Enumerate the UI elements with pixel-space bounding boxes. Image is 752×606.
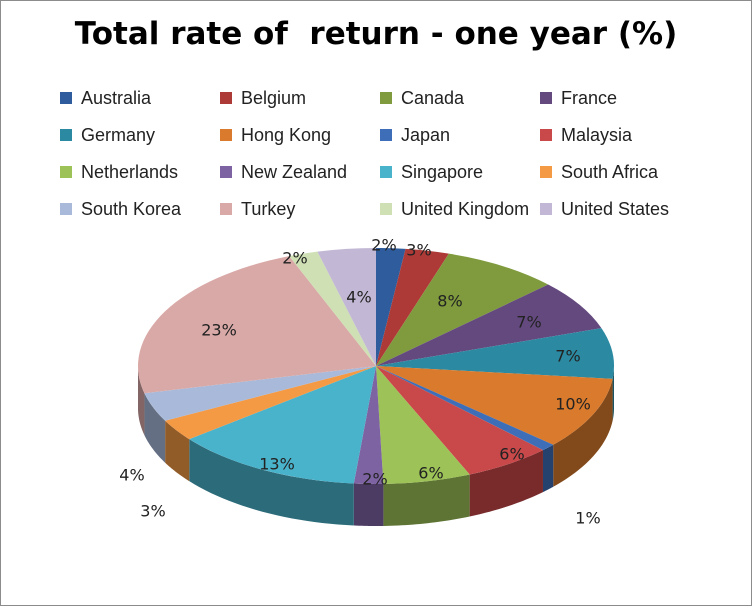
pie-slice-australia bbox=[376, 248, 406, 366]
pie-slice-japan bbox=[376, 366, 554, 451]
legend-swatch bbox=[540, 129, 552, 141]
data-label-hong-kong: 10% bbox=[555, 395, 591, 414]
legend-label: South Africa bbox=[561, 161, 659, 182]
data-label-south-korea: 4% bbox=[119, 466, 144, 485]
legend-label: New Zealand bbox=[241, 161, 348, 182]
legend-label: Malaysia bbox=[561, 124, 633, 145]
legend-label: Canada bbox=[401, 87, 465, 108]
pie-slice-south-korea bbox=[144, 366, 376, 421]
legend-item-new-zealand: New Zealand bbox=[220, 158, 380, 186]
pie-side-new-zealand bbox=[353, 483, 384, 526]
legend-item-france: France bbox=[540, 84, 710, 112]
pie-slice-france bbox=[376, 284, 602, 366]
pie-slice-singapore bbox=[189, 366, 376, 484]
data-label-malaysia: 6% bbox=[499, 445, 524, 464]
legend-item-united-states: United States bbox=[540, 195, 710, 223]
legend-item-malaysia: Malaysia bbox=[540, 121, 710, 149]
data-label-canada: 8% bbox=[437, 292, 462, 311]
legend-item-singapore: Singapore bbox=[380, 158, 540, 186]
pie-slice-netherlands bbox=[376, 366, 470, 484]
legend-item-netherlands: Netherlands bbox=[60, 158, 220, 186]
legend-item-south-korea: South Korea bbox=[60, 195, 220, 223]
data-label-new-zealand: 2% bbox=[362, 470, 387, 489]
legend-label: Australia bbox=[81, 87, 152, 108]
pie-side-singapore bbox=[189, 439, 354, 526]
legend-label: Germany bbox=[81, 124, 156, 145]
data-label-australia: 2% bbox=[371, 236, 396, 255]
legend-swatch bbox=[540, 166, 552, 178]
legend-label: South Korea bbox=[81, 198, 182, 219]
pie-side-south-korea bbox=[144, 393, 166, 463]
pie-side-turkey bbox=[138, 366, 145, 436]
pie-side-hong-kong bbox=[553, 378, 613, 487]
legend-swatch bbox=[60, 166, 72, 178]
legend-label: Singapore bbox=[401, 161, 484, 182]
legend-item-australia: Australia bbox=[60, 84, 220, 112]
legend-label: Hong Kong bbox=[241, 124, 332, 145]
legend-swatch bbox=[540, 92, 552, 104]
legend-swatch bbox=[220, 92, 232, 104]
legend-item-germany: Germany bbox=[60, 121, 220, 149]
pie-side-germany bbox=[612, 366, 614, 421]
legend-item-hong-kong: Hong Kong bbox=[220, 121, 380, 149]
pie-side-walls bbox=[138, 366, 614, 526]
pie-slice-germany bbox=[376, 328, 614, 379]
data-label-japan: 1% bbox=[575, 509, 600, 528]
legend-swatch bbox=[380, 92, 392, 104]
data-label-france: 7% bbox=[516, 313, 541, 332]
legend-label: Turkey bbox=[241, 198, 296, 219]
legend-swatch bbox=[540, 203, 552, 215]
legend-item-japan: Japan bbox=[380, 121, 540, 149]
pie-slice-united-states bbox=[317, 248, 376, 366]
legend-swatch bbox=[380, 203, 392, 215]
pie-slice-hong-kong bbox=[376, 366, 613, 445]
data-label-south-africa: 3% bbox=[140, 502, 165, 521]
legend-item-south-africa: South Africa bbox=[540, 158, 710, 186]
pie-slice-turkey bbox=[138, 256, 376, 394]
legend-swatch bbox=[60, 203, 72, 215]
pie-data-labels: 2% 3% 8% 7% 7% 10% 1% 6% 6% 2% 13% 3% 4% 23% 2% 4% bbox=[119, 236, 600, 528]
legend-swatch bbox=[60, 129, 72, 141]
legend-swatch bbox=[220, 203, 232, 215]
legend-label: United States bbox=[561, 198, 670, 219]
data-label-germany: 7% bbox=[555, 347, 580, 366]
legend-label: United Kingdom bbox=[401, 198, 530, 219]
data-label-belgium: 3% bbox=[406, 241, 431, 260]
legend-label: Belgium bbox=[241, 87, 307, 108]
pie-slice-new-zealand bbox=[353, 366, 384, 484]
legend-item-canada: Canada bbox=[380, 84, 540, 112]
pie-slice-united-kingdom bbox=[289, 251, 376, 366]
pie-side-malaysia bbox=[469, 450, 543, 517]
legend-label: Japan bbox=[401, 124, 451, 145]
data-label-turkey: 23% bbox=[201, 321, 237, 340]
legend-swatch bbox=[220, 129, 232, 141]
chart-title: Total rate of return - one year (%) bbox=[74, 16, 678, 52]
pie-slice-belgium bbox=[376, 248, 449, 366]
legend-item-belgium: Belgium bbox=[220, 84, 380, 112]
legend-swatch bbox=[220, 166, 232, 178]
pie-slice-canada bbox=[376, 253, 549, 366]
pie-side-netherlands bbox=[383, 474, 470, 526]
legend-item-united-kingdom: United Kingdom bbox=[380, 195, 540, 223]
pie-slice-south-africa bbox=[165, 366, 376, 440]
data-label-netherlands: 6% bbox=[418, 464, 443, 483]
data-label-united-states: 4% bbox=[346, 288, 371, 307]
pie-side-japan bbox=[542, 444, 554, 493]
pie-top-faces bbox=[138, 248, 614, 484]
data-label-united-kingdom: 2% bbox=[282, 249, 307, 268]
pie-slice-malaysia bbox=[376, 366, 543, 475]
legend-label: France bbox=[561, 87, 618, 108]
legend-item-turkey: Turkey bbox=[220, 195, 380, 223]
legend-label: Netherlands bbox=[81, 161, 179, 182]
data-label-singapore: 13% bbox=[259, 455, 295, 474]
legend-swatch bbox=[60, 92, 72, 104]
legend-swatch bbox=[380, 166, 392, 178]
legend: Australia Belgium Canada France Germany Hong … bbox=[60, 84, 740, 223]
legend-swatch bbox=[380, 129, 392, 141]
pie-side-south-africa bbox=[165, 420, 190, 482]
